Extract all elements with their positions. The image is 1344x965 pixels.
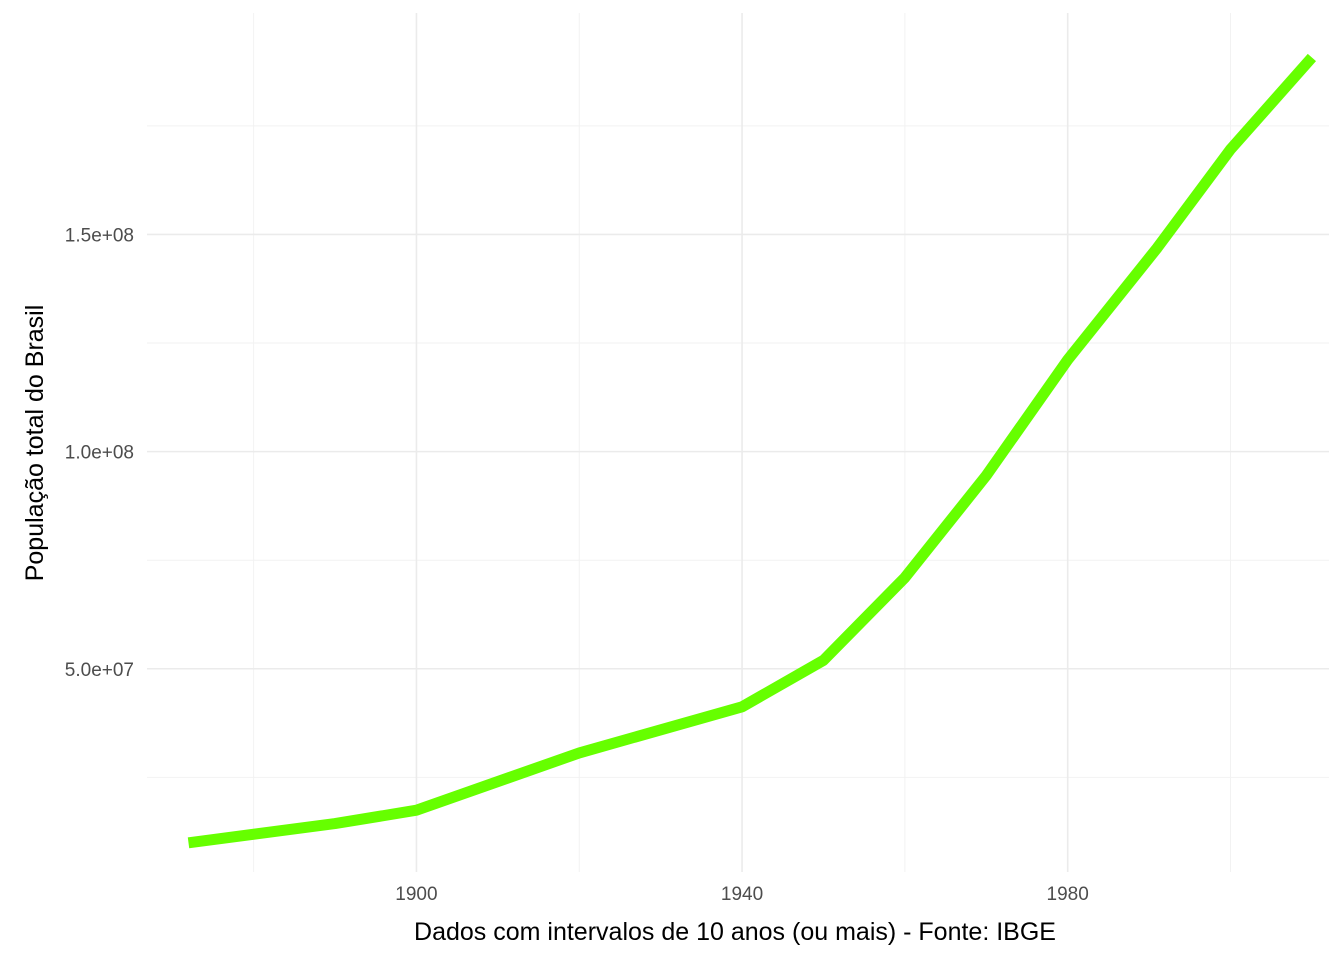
- x-tick-label: 1940: [721, 884, 763, 905]
- grid-lines: [147, 13, 1329, 872]
- x-tick-label: 1900: [395, 884, 437, 905]
- x-tick-label: 1980: [1047, 884, 1089, 905]
- series-lines: [187, 53, 1317, 849]
- y-axis-ticks: 5.0e+07 1.0e+08 1.5e+08: [65, 225, 134, 680]
- y-tick-label: 1.0e+08: [65, 443, 134, 464]
- x-axis-ticks: 1900 1940 1980: [395, 884, 1089, 905]
- y-tick-label: 5.0e+07: [65, 660, 134, 681]
- y-tick-label: 1.5e+08: [65, 225, 134, 246]
- y-axis-title: População total do Brasil: [21, 305, 49, 582]
- population-line: [187, 53, 1317, 849]
- x-axis-title: Dados com intervalos de 10 anos (ou mais…: [414, 918, 1056, 946]
